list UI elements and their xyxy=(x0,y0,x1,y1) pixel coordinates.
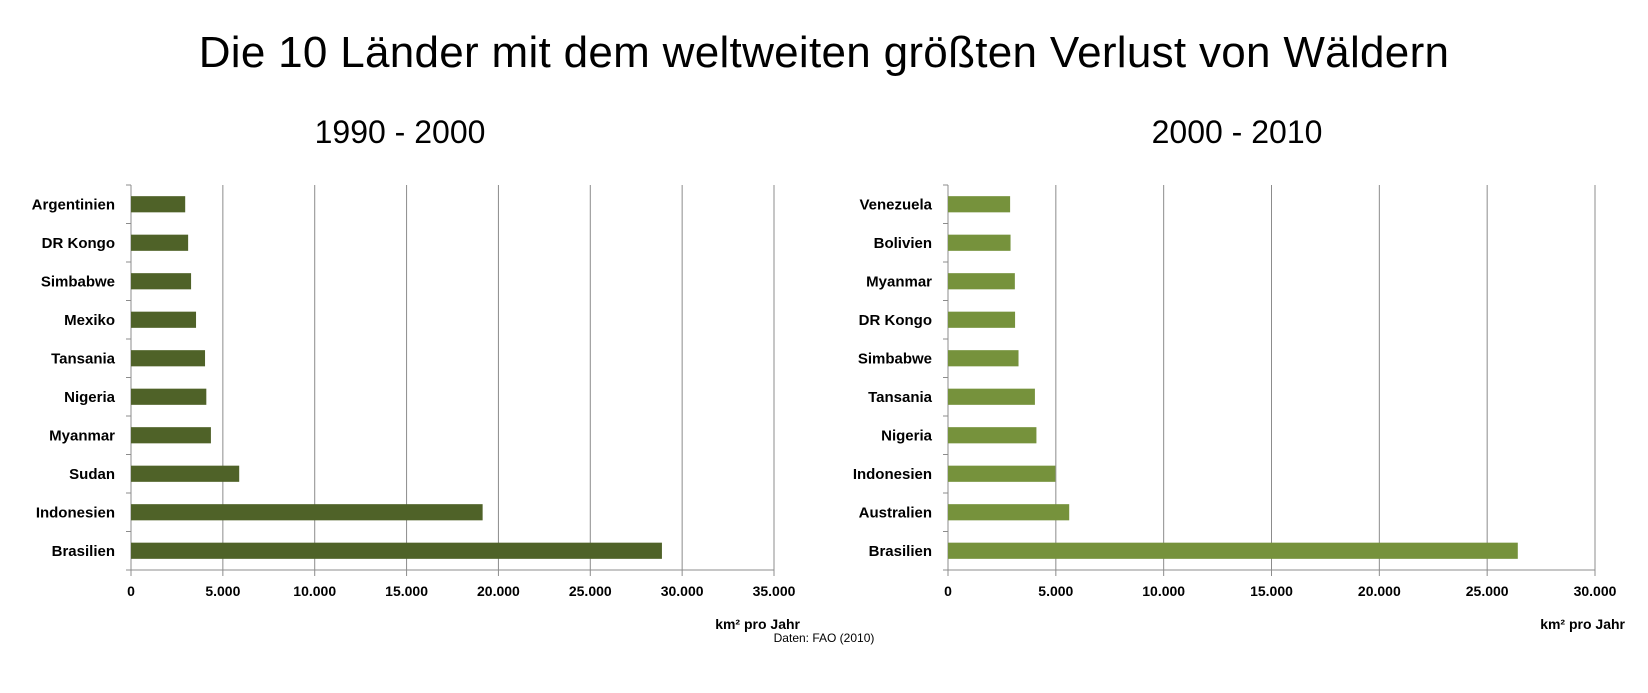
chart-title: 1990 - 2000 xyxy=(315,114,486,150)
bar-simbabwe xyxy=(131,273,192,290)
category-label: Myanmar xyxy=(49,427,115,444)
x-tick-label: 5.000 xyxy=(1038,583,1073,599)
bar-australien xyxy=(948,504,1070,521)
x-axis-unit-label: km² pro Jahr xyxy=(715,616,800,632)
x-tick-label: 15.000 xyxy=(1250,583,1293,599)
bar-myanmar xyxy=(131,427,211,444)
x-tick-label: 25.000 xyxy=(569,583,612,599)
category-label: Indonesien xyxy=(853,466,932,483)
x-tick-label: 5.000 xyxy=(205,583,240,599)
category-label: Nigeria xyxy=(64,389,116,406)
bar-venezuela xyxy=(948,196,1011,213)
category-label: Simbabwe xyxy=(41,273,115,290)
x-tick-label: 10.000 xyxy=(293,583,336,599)
category-label: Bolivien xyxy=(874,235,932,252)
x-axis-unit-label: km² pro Jahr xyxy=(1540,616,1625,632)
x-tick-label: 0 xyxy=(127,583,135,599)
x-tick-label: 20.000 xyxy=(1358,583,1401,599)
bar-bolivien xyxy=(948,234,1011,251)
x-tick-label: 20.000 xyxy=(477,583,520,599)
category-label: Myanmar xyxy=(866,273,932,290)
bar-sudan xyxy=(131,465,240,482)
bar-tansania xyxy=(131,350,206,367)
chart-1990-2000: 1990 - 2000 0 5.000 10.000 15.000 20.000 25.00… xyxy=(32,114,801,632)
x-tick-label: 10.000 xyxy=(1142,583,1185,599)
category-label: DR Kongo xyxy=(859,312,932,329)
bar-mexiko xyxy=(131,311,197,328)
category-label: Argentinien xyxy=(32,196,115,213)
bar-dr-kongo xyxy=(948,311,1016,328)
bar-brasilien xyxy=(948,542,1518,559)
category-label: DR Kongo xyxy=(42,235,115,252)
bar-tansania xyxy=(948,388,1035,405)
bar-nigeria xyxy=(131,388,207,405)
bar-dr-kongo xyxy=(131,234,189,251)
main-title: Die 10 Länder mit dem weltweiten größten… xyxy=(198,28,1450,77)
bar-indonesien xyxy=(948,465,1056,482)
x-tick-label: 0 xyxy=(944,583,952,599)
x-tick-label: 30.000 xyxy=(661,583,704,599)
category-label: Nigeria xyxy=(881,427,933,444)
category-label: Tansania xyxy=(51,350,116,367)
category-label: Sudan xyxy=(69,466,115,483)
x-tick-label: 25.000 xyxy=(1466,583,1509,599)
bar-myanmar xyxy=(948,273,1015,290)
bar-simbabwe xyxy=(948,350,1019,367)
bar-argentinien xyxy=(131,196,186,213)
bar-nigeria xyxy=(948,427,1037,444)
x-tick-label: 15.000 xyxy=(385,583,428,599)
chart-title: 2000 - 2010 xyxy=(1152,114,1323,150)
chart-2000-2010: 2000 - 2010 0 5.000 10.000 15.000 20.000 25.00… xyxy=(853,114,1626,632)
category-label: Brasilien xyxy=(52,543,115,560)
category-label: Australien xyxy=(859,504,932,521)
x-tick-label: 35.000 xyxy=(753,583,796,599)
source-note: Daten: FAO (2010) xyxy=(773,631,875,645)
category-label: Simbabwe xyxy=(858,350,932,367)
category-label: Mexiko xyxy=(64,312,115,329)
category-label: Venezuela xyxy=(859,196,932,213)
bar-indonesien xyxy=(131,504,483,521)
bar-brasilien xyxy=(131,542,662,559)
x-tick-label: 30.000 xyxy=(1574,583,1617,599)
category-label: Indonesien xyxy=(36,504,115,521)
category-label: Tansania xyxy=(868,389,933,406)
category-label: Brasilien xyxy=(869,543,932,560)
